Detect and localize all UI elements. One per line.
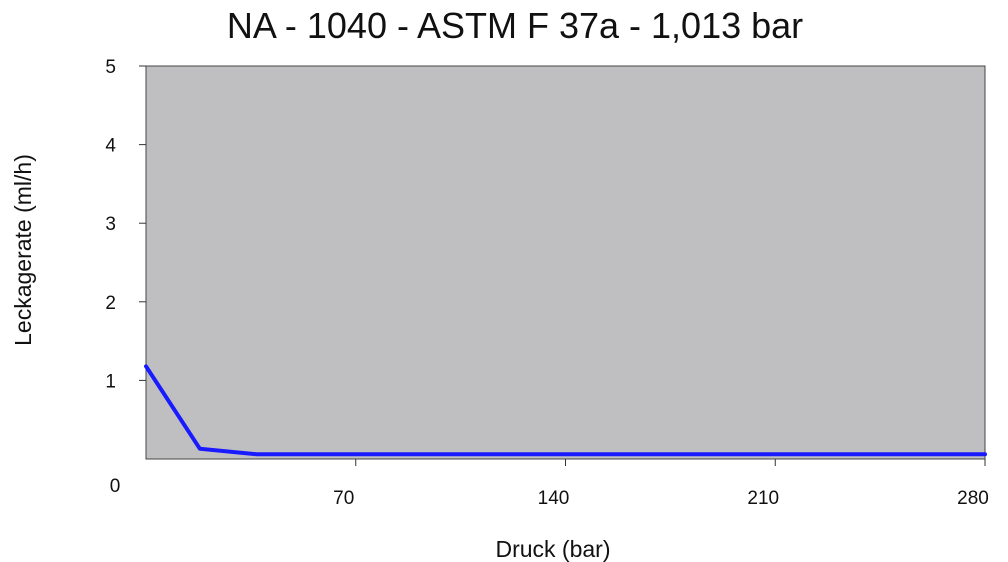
x-tick-label: 280 [957,488,989,509]
x-axis-label: Druck (bar) [495,536,610,562]
y-tick-label: 1 [105,371,116,392]
series-layer [144,364,987,457]
series-line [144,364,987,457]
y-tick-label: 3 [105,214,116,235]
origin-tick-label: 0 [110,476,121,497]
y-axis-label: Leckagerate (ml/h) [10,154,36,346]
y-tick-label: 4 [105,136,116,157]
y-tick-label: 2 [105,293,116,314]
y-tick-label: 5 [105,57,116,78]
x-tick-label: 140 [538,488,570,509]
axes: 1 2 3 4 5 70 140 210 280 [105,57,988,509]
x-tick-label: 210 [747,488,779,509]
chart-title: NA - 1040 - ASTM F 37a - 1,013 bar [227,5,803,46]
plot-area [145,65,986,460]
x-tick-label: 70 [333,488,354,509]
